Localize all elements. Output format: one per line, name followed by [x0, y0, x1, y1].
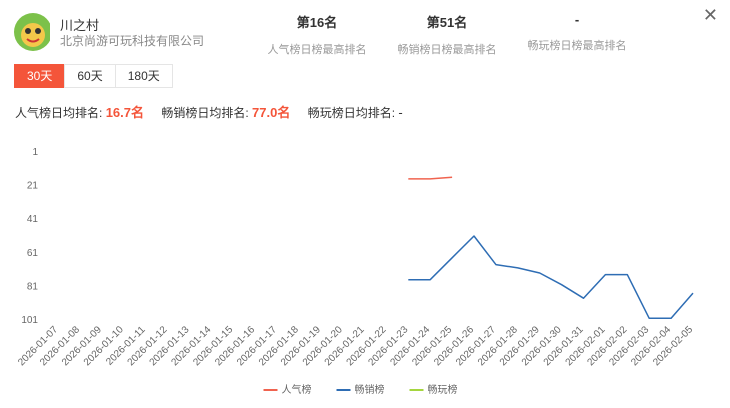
y-tick-label: 81: [27, 281, 39, 292]
avg-label: 人气榜日均排名:: [15, 106, 103, 120]
stat-label: 畅玩榜日榜最高排名: [527, 40, 627, 52]
averages: 人气榜日均排名: 16.7名 畅销榜日均排名: 77.0名 畅玩榜日均排名: -: [15, 102, 417, 121]
stat-label: 人气榜日榜最高排名: [267, 44, 367, 56]
y-tick-label: 41: [27, 214, 39, 225]
legend-label: 畅销榜: [355, 383, 385, 396]
y-tick-label: 21: [27, 181, 39, 192]
series-line: [408, 235, 694, 320]
app-name: 川之村: [60, 18, 100, 33]
company: 北京尚游可玩科技有限公司: [60, 34, 205, 48]
avg-label: 畅销榜日均排名:: [161, 106, 249, 120]
tab[interactable]: 30天: [14, 64, 66, 88]
stat-value: 第51名: [426, 15, 468, 30]
app-icon: [14, 13, 50, 51]
y-tick-label: 61: [27, 248, 39, 259]
close-button[interactable]: ✕: [702, 5, 718, 25]
stat: 第16名人气榜日榜最高排名: [252, 12, 382, 57]
avg-value: 16.7名: [105, 105, 144, 120]
y-tick-label: 1: [32, 147, 38, 158]
avg-value: 77.0名: [252, 105, 291, 120]
avg-label: 畅玩榜日均排名:: [307, 106, 396, 120]
period-tabs: 30天 60天 180天: [14, 64, 173, 88]
stat-value: -: [574, 12, 580, 27]
avg-value: -: [398, 105, 403, 120]
y-tick-label: 101: [21, 315, 38, 326]
series-line: [408, 176, 453, 180]
legend-label: 畅玩榜: [428, 383, 458, 396]
stat-value: 第16名: [296, 15, 338, 30]
tab[interactable]: 180天: [114, 64, 173, 88]
stat-label: 畅销榜日榜最高排名: [397, 44, 497, 56]
legend-label: 人气榜: [282, 383, 312, 396]
stat: - 畅玩榜日榜最高排名: [512, 12, 642, 53]
stat: 第51名畅销榜日榜最高排名: [382, 12, 512, 57]
